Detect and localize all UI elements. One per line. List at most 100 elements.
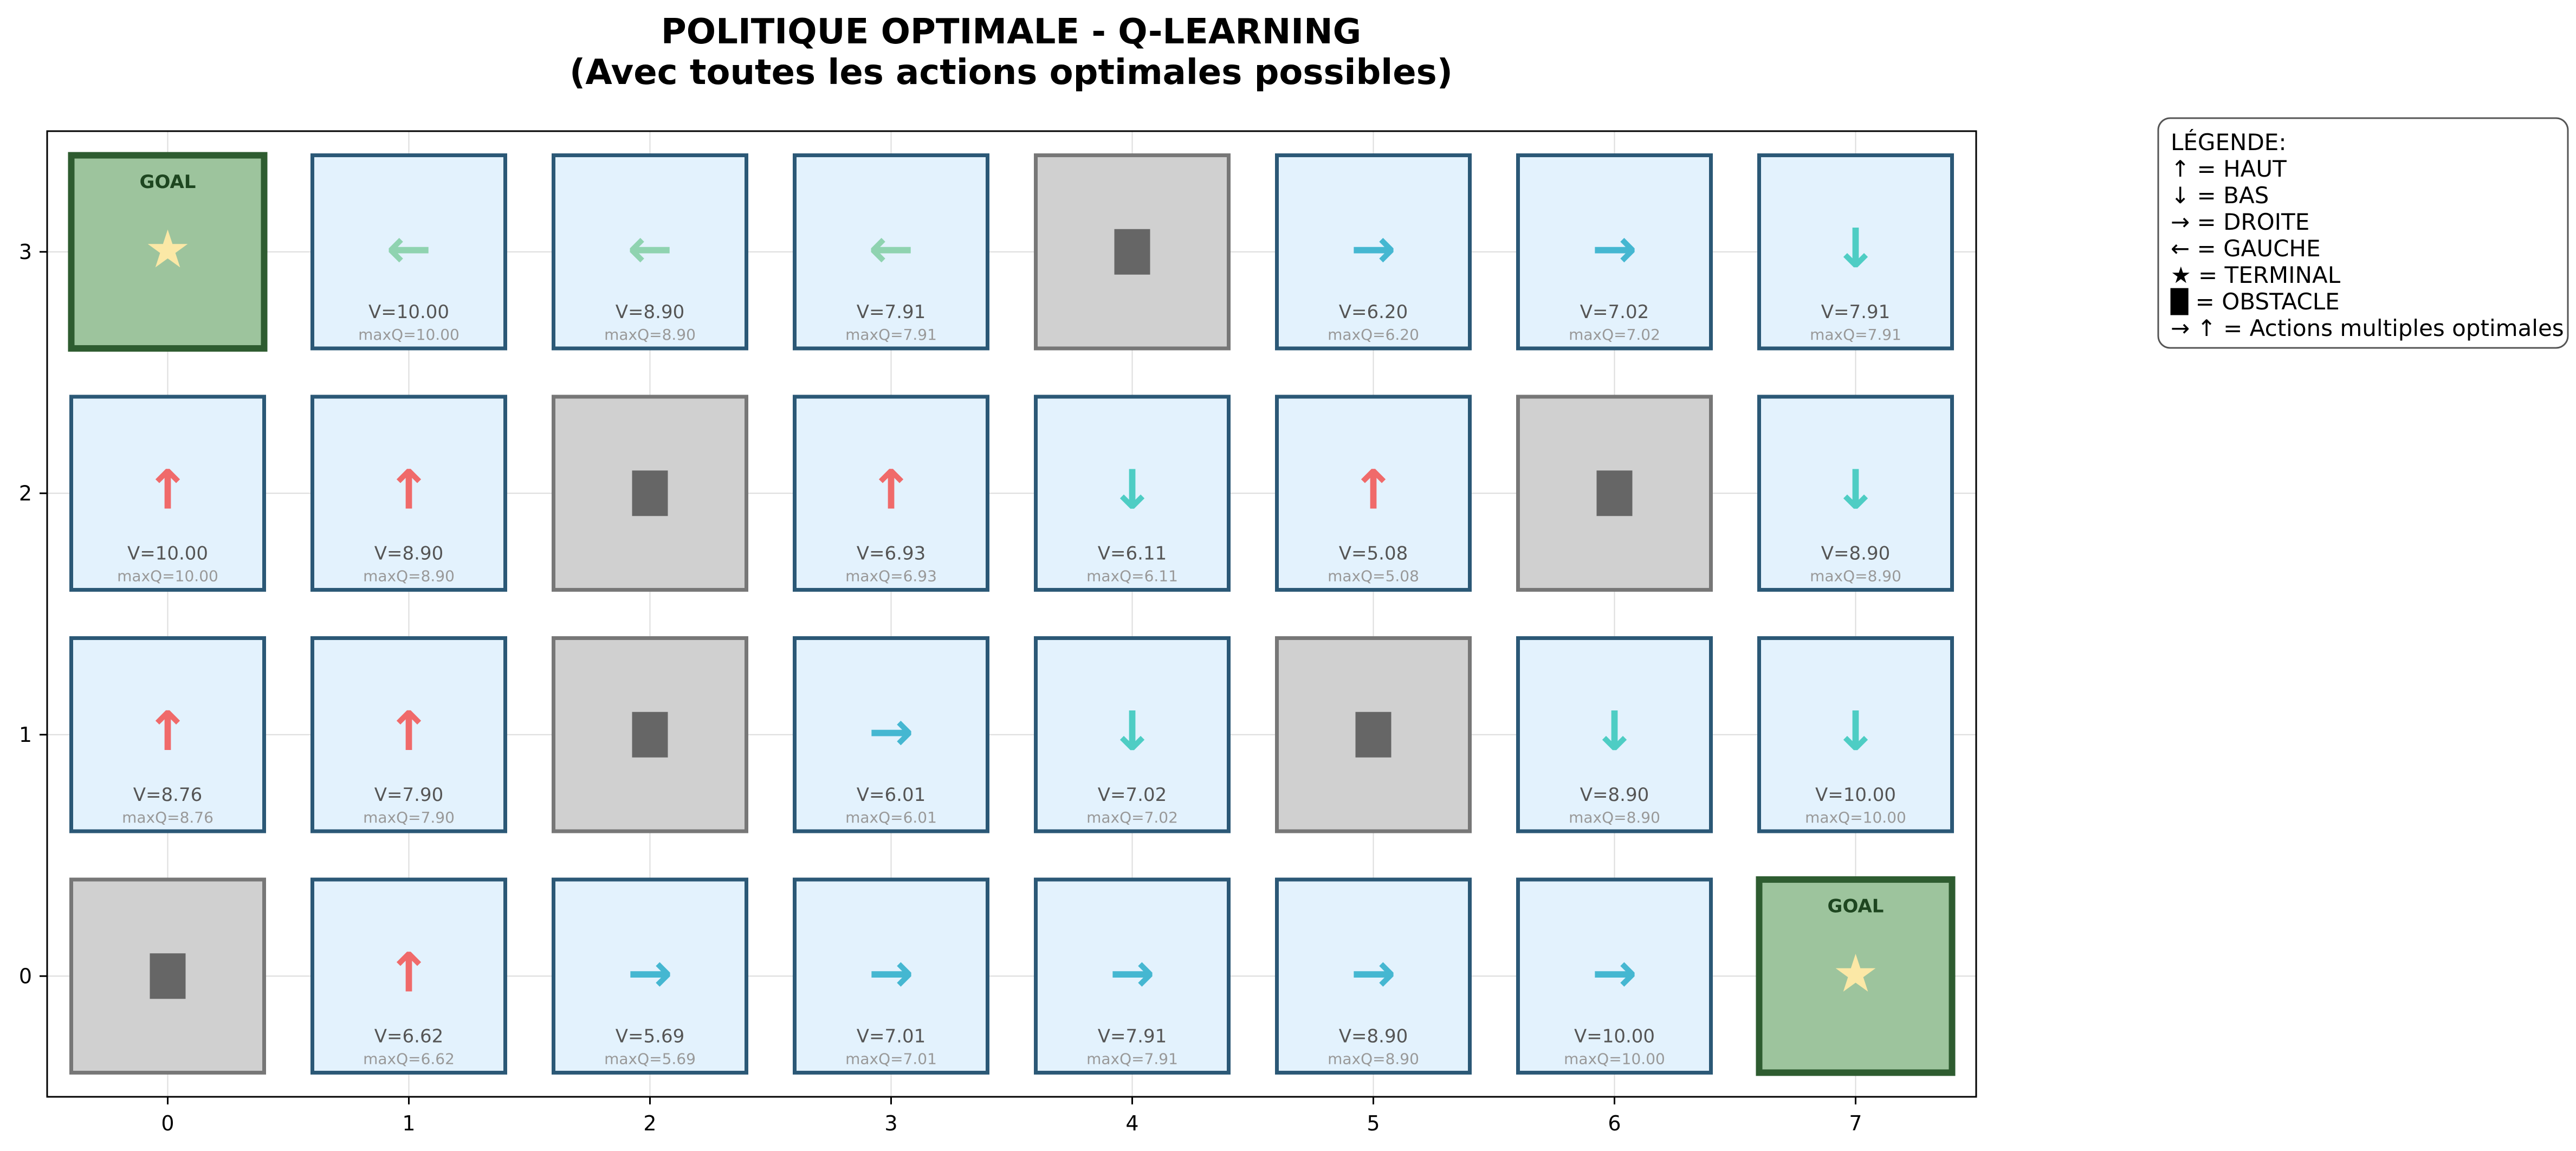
value-label: V=8.90 [374,542,443,564]
obstacle-block-icon [1115,229,1150,275]
arrow-right-icon: → [1592,941,1637,1004]
value-label: V=6.93 [857,542,925,564]
cell-state: ↑ V=6.62 maxQ=6.62 [313,880,506,1072]
goal-label: GOAL [1828,895,1884,917]
obstacle-block-icon [1356,712,1391,758]
cell-state: → V=8.90 maxQ=8.90 [1277,880,1470,1072]
value-label: V=8.90 [616,301,684,323]
chart-title-line-1: POLITIQUE OPTIMALE - Q-LEARNING [661,12,1361,52]
cell-state: ↑ V=10.00 maxQ=10.00 [72,397,264,590]
x-tick-label: 6 [1608,1111,1621,1135]
obstacle-block-icon [632,712,668,758]
obstacle-block-icon [632,470,668,516]
cell-obstacle [1036,156,1229,348]
maxq-label: maxQ=10.00 [358,326,459,344]
cell-state: ↓ V=7.02 maxQ=7.02 [1036,638,1229,831]
maxq-label: maxQ=8.90 [363,567,455,585]
cell-obstacle [1277,638,1470,831]
y-tick-label: 1 [19,723,32,747]
cell-state: ↓ V=8.90 maxQ=8.90 [1759,397,1952,590]
cell-state: →V=7.01maxQ=7.01 [795,880,988,1072]
arrow-up-icon: ↑ [386,700,432,763]
value-label: V=7.90 [374,784,443,806]
x-tick-label: 3 [884,1111,897,1135]
x-tick-label: 5 [1367,1111,1380,1135]
value-label: V=10.00 [1574,1025,1655,1047]
value-label: V=6.01 [857,784,925,806]
cell-state: ↓V=6.11maxQ=6.11 [1036,397,1229,590]
arrow-down-icon: ↓ [1110,700,1155,763]
value-label: V=5.69 [616,1025,684,1047]
maxq-label: maxQ=6.93 [845,567,937,585]
value-label: V=8.90 [1339,1025,1408,1047]
maxq-label: maxQ=10.00 [117,567,218,585]
arrow-down-icon: ↓ [1833,217,1879,280]
legend-line: → ↑ = Actions multiples optimales [2171,315,2564,341]
maxq-label: maxQ=7.02 [1086,809,1178,826]
arrow-up-icon: ↑ [869,458,914,521]
arrow-right-icon: → [1110,941,1155,1004]
goal-label: GOAL [140,171,196,193]
value-label: V=7.02 [1098,784,1167,806]
y-tick-label: 0 [19,964,32,988]
cell-state: →V=6.20maxQ=6.20 [1277,156,1470,348]
arrow-right-icon: → [869,700,914,763]
obstacle-block-icon [150,953,186,999]
arrow-down-icon: ↓ [1110,458,1155,521]
star-icon: ★ [144,219,191,280]
arrow-up-icon: ↑ [145,700,191,763]
cell-state: → V=5.69 maxQ=5.69 [554,880,747,1072]
maxq-label: maxQ=5.69 [604,1050,696,1068]
value-label: V=10.00 [127,542,208,564]
arrow-right-icon: → [1592,217,1637,280]
maxq-label: maxQ=8.90 [1328,1050,1419,1068]
maxq-label: maxQ=6.20 [1328,326,1419,344]
cell-state: ← V=10.00 maxQ=10.00 [313,156,506,348]
cell-goal: GOAL ★ [1759,880,1952,1072]
obstacle-block-icon [1597,470,1633,516]
value-label: V=8.90 [1580,784,1649,806]
value-label: V=7.02 [1580,301,1649,323]
legend-line: → = DROITE [2171,209,2309,235]
chart-title-line-2: (Avec toutes les actions optimales possi… [569,53,1453,93]
value-label: V=7.91 [1821,301,1890,323]
x-tick-label: 7 [1849,1111,1862,1135]
legend-line: LÉGENDE: [2171,128,2286,156]
y-tick-label: 2 [19,481,32,505]
arrow-left-icon: ← [386,217,432,280]
maxq-label: maxQ=7.01 [845,1050,937,1068]
maxq-label: maxQ=7.91 [1810,326,1901,344]
cell-obstacle [72,880,264,1072]
value-label: V=7.01 [857,1025,925,1047]
y-tick-label: 3 [19,240,32,264]
cell-obstacle [554,397,747,590]
legend-line: ↑ = HAUT [2171,156,2287,182]
arrow-up-icon: ↑ [1351,458,1396,521]
value-label: V=10.00 [368,301,449,323]
grid-cells: GOAL★ ←V=10.00maxQ=10.00←V=8.90maxQ=8.90←… [72,156,1952,1073]
value-label: V=10.00 [1815,784,1896,806]
maxq-label: maxQ=7.91 [1086,1050,1178,1068]
arrow-down-icon: ↓ [1592,700,1637,763]
cell-state: ↑ V=8.76 maxQ=8.76 [72,638,264,831]
value-label: V=5.08 [1339,542,1408,564]
cell-state: ↑ V=8.90 maxQ=8.90 [313,397,506,590]
arrow-left-icon: ← [869,217,914,280]
legend: LÉGENDE:↑ = HAUT↓ = BAS→ = DROITE← = GAU… [2158,118,2568,348]
arrow-left-icon: ← [627,217,673,280]
maxq-label: maxQ=6.01 [845,809,937,826]
arrow-right-icon: → [627,941,673,1004]
x-tick-label: 1 [402,1111,415,1135]
cell-state: ↓ V=8.90 maxQ=8.90 [1518,638,1711,831]
cell-state: ↑ V=6.93 maxQ=6.93 [795,397,988,590]
maxq-label: maxQ=10.00 [1805,809,1906,826]
cell-state: →V=10.00maxQ=10.00 [1518,880,1711,1072]
legend-line: █ = OBSTACLE [2170,288,2340,315]
cell-goal: GOAL ★ [72,156,264,348]
value-label: V=8.76 [133,784,202,806]
chart-title: POLITIQUE OPTIMALE - Q-LEARNING (Avec to… [569,12,1453,93]
value-label: V=7.91 [1098,1025,1167,1047]
maxq-label: maxQ=8.90 [1569,809,1660,826]
cell-state: ↑ V=7.90 maxQ=7.90 [313,638,506,831]
arrow-down-icon: ↓ [1833,700,1879,763]
